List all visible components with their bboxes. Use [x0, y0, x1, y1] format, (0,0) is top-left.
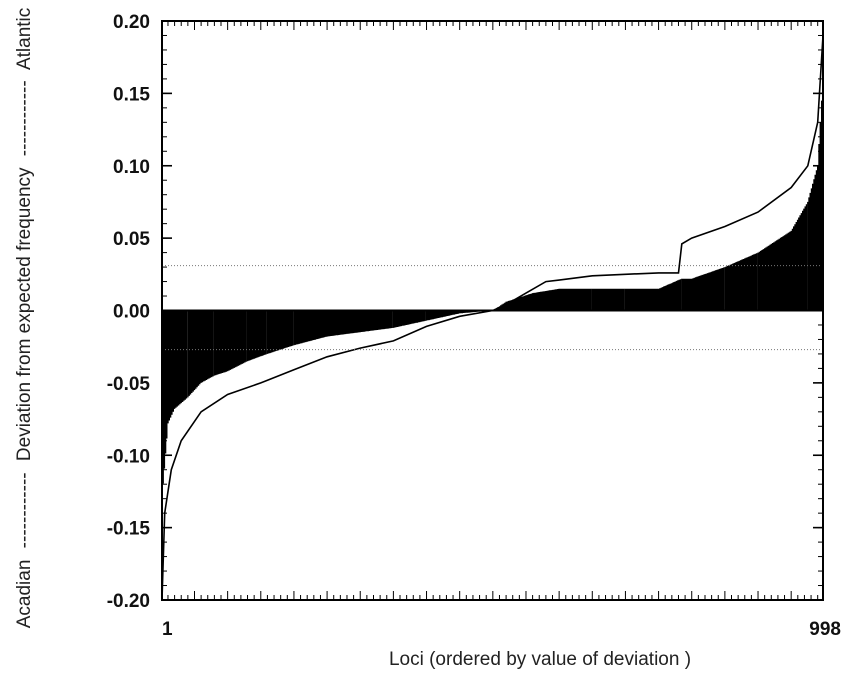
bar-segment-4 [200, 310, 214, 383]
bar-segment-28 [817, 100, 823, 311]
y-tick-label-4: 0.00 [113, 302, 150, 323]
bar-segment-8 [266, 310, 294, 354]
bar-segment-17 [531, 289, 559, 311]
bar-segment-10 [326, 310, 360, 337]
x-axis-title: Loci (ordered by value of deviation ) [389, 649, 691, 670]
y-tick-label-6: 0.10 [113, 157, 150, 178]
bar-segment-1 [167, 310, 174, 424]
bar-segment-22 [681, 278, 692, 311]
y-axis-connector: ------------ [14, 472, 35, 548]
bar-segment-21 [657, 279, 682, 311]
bars-group [161, 100, 823, 499]
y-axis-atlantic-label: Atlantic [14, 8, 35, 70]
bar-segment-12 [392, 310, 426, 328]
y-tick-label-5: 0.05 [113, 229, 150, 250]
bar-segment-25 [757, 231, 791, 311]
y-tick-label-2: -0.10 [107, 446, 150, 467]
bar-segment-7 [246, 310, 267, 362]
bar-segment-13 [425, 310, 460, 321]
x-tick-label-1: 998 [809, 619, 841, 640]
y-tick-label-1: -0.15 [107, 519, 151, 540]
envelope-line [161, 35, 824, 601]
x-tick-labels: 1 998 [162, 619, 841, 640]
plot-frame-group [161, 20, 824, 601]
bar-segment-18 [558, 288, 592, 311]
bar-segment-16 [505, 293, 532, 311]
bar-segment-6 [226, 310, 247, 372]
x-tick-label-0: 1 [162, 619, 173, 640]
y-tick-label-3: -0.05 [107, 374, 151, 395]
bar-segment-3 [187, 310, 201, 398]
reference-lines-group [162, 265, 823, 351]
y-tick-label-0: -0.20 [107, 591, 150, 612]
y-tick-label-7: 0.15 [113, 84, 150, 105]
bar-segment-9 [293, 310, 327, 346]
y-axis-connector-2: ------------ [14, 80, 35, 156]
bar-segment-2 [173, 310, 188, 409]
bar-segment-19 [591, 288, 625, 311]
envelope-line-group [161, 35, 824, 601]
bar-segment-23 [691, 267, 725, 311]
y-axis-middle-label: Deviation from expected frequency [14, 167, 35, 461]
bar-segment-20 [624, 288, 658, 311]
y-axis-acadian-label: Acadian [14, 560, 35, 629]
bar-segment-11 [359, 310, 393, 333]
y-axis-title: Acadian ------------ Deviation from expe… [14, 8, 35, 629]
bar-segment-5 [213, 310, 227, 376]
bar-segment-27 [807, 170, 818, 311]
y-tick-label-8: 0.20 [113, 12, 150, 33]
bar-segment-24 [724, 253, 758, 311]
bar-segment-26 [790, 204, 808, 311]
y-tick-labels: -0.20 -0.15 -0.10 -0.05 0.00 0.05 0.10 0.15 0.20 [107, 12, 151, 612]
